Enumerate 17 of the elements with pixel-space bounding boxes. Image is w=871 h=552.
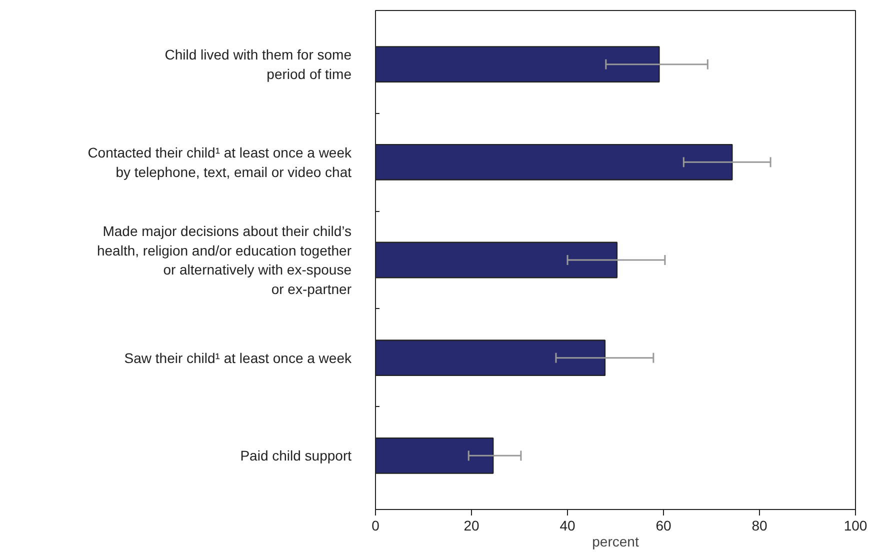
bar bbox=[376, 242, 618, 278]
x-tick-label: 100 bbox=[844, 518, 868, 534]
x-tick-label: 80 bbox=[752, 518, 768, 534]
x-axis-title: percent bbox=[592, 534, 639, 550]
bar bbox=[376, 144, 733, 180]
x-tick-label: 0 bbox=[372, 518, 380, 534]
y-tick-label: Saw their child¹ at least once a week bbox=[124, 350, 352, 366]
bar bbox=[376, 340, 606, 376]
y-tick-label: Made major decisions about their child’s health, religion and/or education together or alternatively with ex-spouse or ex-partner bbox=[96, 223, 352, 297]
x-tick-label: 40 bbox=[560, 518, 576, 534]
y-tick-label: Child lived with them for some period of time bbox=[164, 46, 352, 82]
bar bbox=[376, 437, 494, 474]
x-tick-label: 20 bbox=[464, 518, 480, 534]
x-tick-label: 60 bbox=[656, 518, 672, 534]
y-tick-label: Contacted their child¹ at least once a week by telephone, text, email or video chat bbox=[88, 144, 352, 180]
bar bbox=[376, 46, 660, 83]
y-tick-label: Paid child support bbox=[240, 448, 352, 464]
